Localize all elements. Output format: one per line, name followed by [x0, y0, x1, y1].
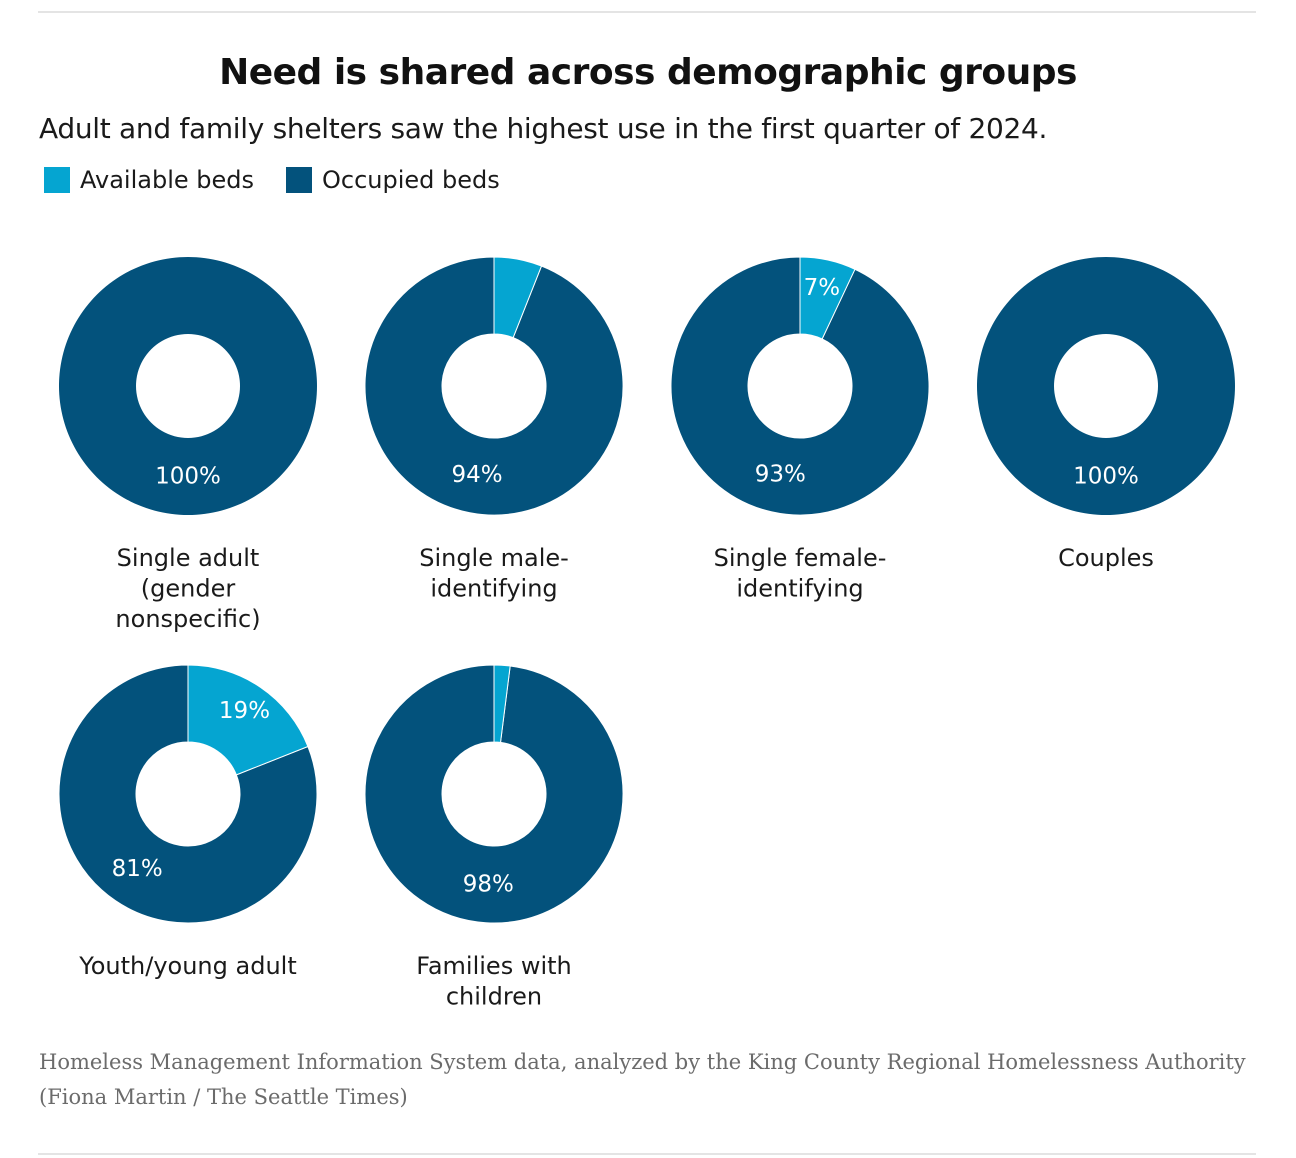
category-label: (gender: [141, 575, 236, 603]
donut-single-female-identifying: 93% 7% Single female-identifying: [670, 256, 930, 603]
slice-occupied: [976, 257, 1235, 515]
category-label: Families with: [416, 952, 572, 980]
top-divider: [38, 11, 1256, 13]
byline: (Fiona Martin / The Seattle Times): [39, 1085, 408, 1109]
category-label: Single adult: [117, 544, 260, 572]
value-label-occupied: 94%: [451, 462, 502, 488]
category-label: Couples: [1058, 544, 1154, 572]
slice-occupied: [364, 664, 624, 924]
category-label: Youth/young adult: [78, 952, 296, 980]
category-label: nonspecific): [115, 605, 260, 633]
value-label-occupied: 93%: [755, 461, 806, 487]
category-label: children: [446, 983, 542, 1011]
donut-families-with-children: 98% Families with children: [364, 664, 624, 1011]
slice-occupied: [670, 256, 930, 516]
category-label: Single male-: [419, 544, 569, 572]
bottom-divider: [38, 1153, 1256, 1155]
donut-couples: 100% Couples: [976, 257, 1235, 572]
category-label: Single female-: [714, 544, 887, 572]
chart-title: Need is shared across demographic groups: [219, 52, 1077, 93]
slice-occupied: [364, 256, 624, 516]
chart-subtitle: Adult and family shelters saw the highes…: [39, 112, 1048, 145]
slice-available: [799, 256, 856, 340]
donut-youth-young-adult: 81% 19% Youth/young adult: [58, 664, 318, 980]
value-label-occupied: 100%: [1073, 464, 1139, 490]
category-label: identifying: [736, 575, 863, 603]
legend-item-available: Available beds: [44, 166, 254, 194]
legend-label-available: Available beds: [80, 166, 254, 194]
slice-occupied: [58, 257, 317, 515]
slice-available: [493, 256, 543, 339]
value-label-available: 7%: [804, 275, 841, 301]
legend-item-occupied: Occupied beds: [286, 166, 500, 194]
slice-occupied: [58, 664, 318, 924]
slice-available: [493, 664, 511, 743]
value-label-available: 19%: [219, 698, 270, 724]
legend-swatch-occupied: [286, 167, 312, 193]
category-label: identifying: [430, 575, 557, 603]
value-label-occupied: 100%: [155, 464, 221, 490]
value-label-occupied: 81%: [112, 856, 163, 882]
slice-available: [187, 664, 309, 776]
source-credit: Homeless Management Information System d…: [39, 1045, 1259, 1115]
legend-swatch-available: [44, 167, 70, 193]
source-line: Homeless Management Information System d…: [39, 1050, 1246, 1074]
legend-label-occupied: Occupied beds: [322, 166, 500, 194]
legend: Available beds Occupied beds: [44, 166, 532, 194]
donut-single-male-identifying: 94% Single male-identifying: [364, 256, 624, 603]
value-label-occupied: 98%: [463, 871, 514, 897]
